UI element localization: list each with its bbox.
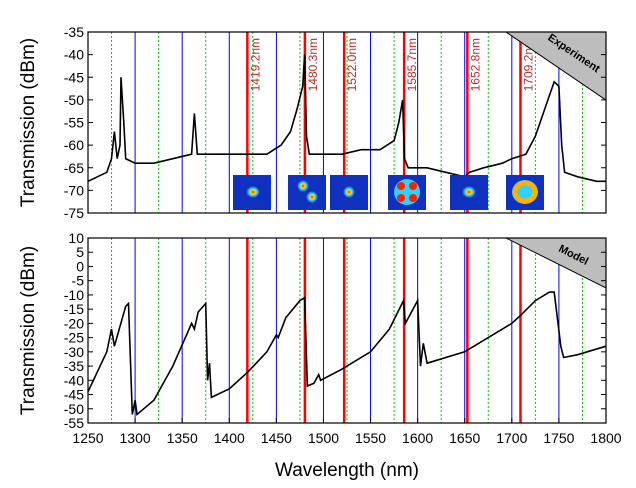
inset-mode: [462, 186, 476, 198]
y-tick-label: -65: [64, 160, 84, 176]
x-tick-label: 1550: [355, 430, 386, 446]
x-axis-label: Wavelength (nm): [275, 460, 419, 481]
inset-mode: [394, 179, 420, 205]
marker-label: 1419.2nm: [248, 38, 262, 91]
y-tick-label: -35: [64, 358, 84, 374]
y-tick-label: 0: [76, 258, 84, 274]
y-tick-label: 5: [76, 244, 84, 260]
x-tick-label: 1700: [496, 430, 527, 446]
y-tick-label: -20: [64, 315, 84, 331]
mode-insets: [233, 175, 544, 210]
y-tick-label: -75: [64, 205, 84, 221]
x-tick-label: 1750: [543, 430, 574, 446]
x-tick-label: 1650: [449, 430, 480, 446]
marker-label: 1652.8nm: [468, 38, 482, 91]
y-tick-label: -35: [64, 24, 84, 40]
inset-mode: [343, 186, 355, 198]
marker-label: 1522.0nm: [345, 38, 359, 91]
data-line: [87, 291, 607, 417]
x-tick-label: 1800: [590, 430, 621, 446]
y-tick-label: -10: [64, 287, 84, 303]
y-tick-label: -30: [64, 344, 84, 360]
inset-mode: [409, 194, 417, 202]
marker-label: 1585.7nm: [405, 38, 419, 91]
y-tick-label: 10: [68, 230, 84, 246]
panels: 1419.2nm 1480.3nm 1522.0nm 1585.7nm 1652.8nm…: [18, 24, 622, 481]
y-tick-label: -55: [64, 115, 84, 131]
y-tick-label: -40: [64, 372, 84, 388]
y-tick-label: -45: [64, 387, 84, 403]
y-tick-label: -60: [64, 137, 84, 153]
y-tick-label: -55: [64, 415, 84, 431]
y-tick-label: -15: [64, 301, 84, 317]
inset-mode: [306, 191, 318, 203]
y-axis-label: Transmission (dBm): [18, 246, 39, 415]
x-tick-label: 1500: [308, 430, 339, 446]
y-tick-label: -40: [64, 47, 84, 63]
y-tick-label: -50: [64, 92, 84, 108]
inset-mode: [246, 186, 260, 198]
y-tick-label: -70: [64, 182, 84, 198]
x-tick-label: 1300: [120, 430, 151, 446]
y-tick-label: -5: [72, 273, 85, 289]
y-tick-label: -45: [64, 69, 84, 85]
y-axis-label: Transmission (dBm): [18, 38, 39, 207]
plot-frame: [87, 237, 607, 424]
y-tick-label: -25: [64, 330, 84, 346]
x-tick-label: 1450: [261, 430, 292, 446]
inset-mode: [512, 180, 538, 204]
inset-mode: [297, 180, 309, 192]
marker-label: 1709.2nm: [521, 38, 535, 91]
x-tick-label: 1600: [402, 430, 433, 446]
x-tick-label: 1250: [72, 430, 103, 446]
y-tick-label: -50: [64, 401, 84, 417]
x-tick-label: 1350: [167, 430, 198, 446]
inset-mode: [397, 194, 405, 202]
inset: [288, 175, 326, 210]
inset-mode: [409, 182, 417, 190]
data-line: [87, 54, 606, 183]
inset-mode: [397, 182, 405, 190]
x-tick-label: 1400: [214, 430, 245, 446]
marker-label: 1480.3nm: [306, 38, 320, 91]
